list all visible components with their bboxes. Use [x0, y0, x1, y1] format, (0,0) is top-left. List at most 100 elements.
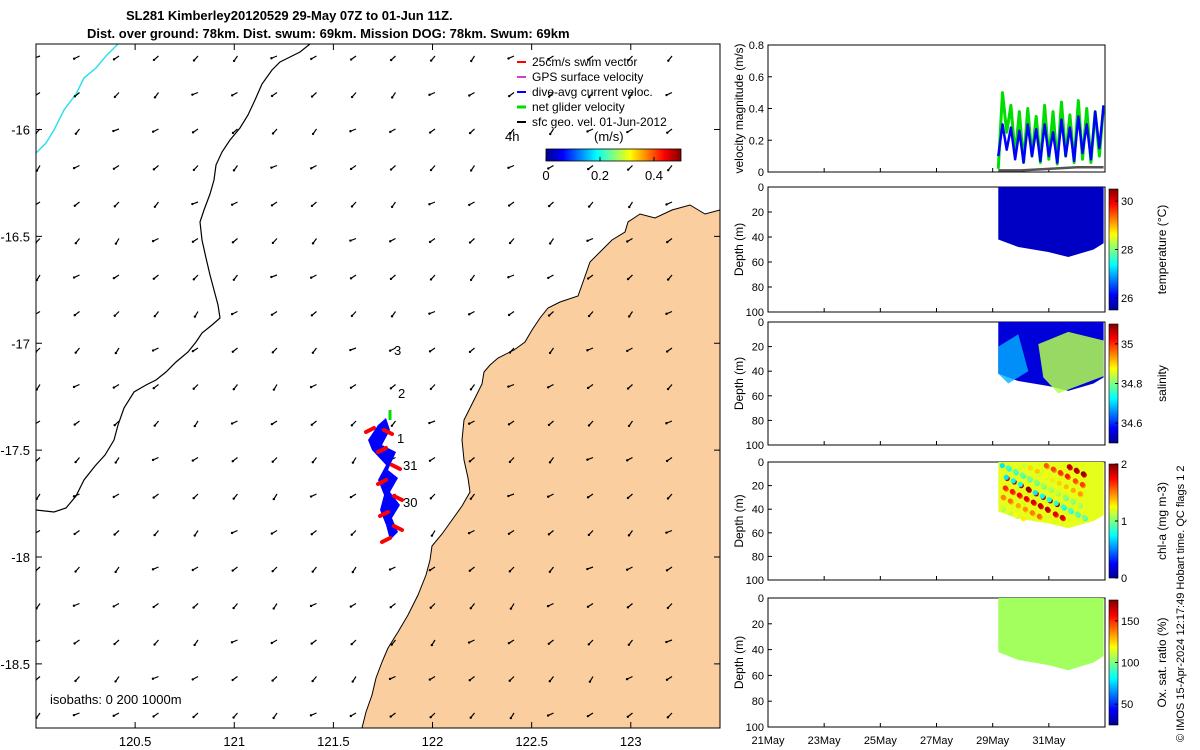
- surface-velocity-arrow-head: [152, 58, 156, 62]
- surface-velocity-arrow-head: [270, 204, 274, 207]
- surface-velocity-arrow-head: [151, 349, 155, 352]
- surface-velocity-arrow-head: [468, 350, 472, 354]
- surface-velocity-arrow-head: [389, 715, 392, 718]
- surface-velocity-arrow-head: [665, 640, 668, 644]
- time-tick-label: 21May: [751, 735, 785, 747]
- panel-colorbar-tick-label: 26: [1121, 293, 1133, 305]
- depth-tick-label: 100: [746, 440, 764, 452]
- surface-velocity-arrow-head: [468, 313, 471, 316]
- surface-velocity-arrow-head: [509, 607, 513, 610]
- chl-sample-dot: [1007, 498, 1013, 504]
- surface-velocity-arrow-head: [152, 715, 155, 718]
- surface-velocity-arrow-head: [113, 314, 116, 317]
- surface-velocity-arrow-head: [152, 605, 155, 609]
- surface-velocity-arrow-head: [470, 59, 473, 63]
- chl-sample-dot: [1006, 508, 1012, 515]
- depth-tick-label: 0: [758, 182, 764, 194]
- panel-4: Depth (m) 0 20 40 60 80 100 50 100 150 Ox. sat. ra…: [732, 593, 1169, 734]
- surface-velocity-arrow-head: [666, 131, 669, 134]
- surface-velocity-arrow-head: [508, 241, 512, 245]
- lat-tick-label: -17: [11, 336, 30, 351]
- velocity-ytick-label: 0.4: [749, 104, 764, 116]
- surface-velocity-arrow-head: [389, 605, 392, 609]
- depth-tick-label: 60: [752, 528, 764, 540]
- surface-velocity-arrow-head: [429, 278, 433, 281]
- surface-velocity-arrow-head: [586, 386, 590, 390]
- surface-velocity-arrow-head: [428, 678, 432, 681]
- surface-velocity-arrow-head: [232, 497, 235, 500]
- track-label-day31: 31: [403, 458, 417, 473]
- surface-velocity-arrow-head: [153, 533, 156, 537]
- surface-velocity-arrow-head: [626, 130, 629, 134]
- surface-velocity-arrow-head: [36, 278, 39, 282]
- lon-tick-label: 122.5: [515, 734, 548, 749]
- surface-velocity-arrow-head: [113, 95, 117, 99]
- chl-sample-dot: [1027, 465, 1033, 471]
- depth-tick-label: 80: [752, 415, 764, 427]
- velocity-ytick-label: 0.8: [749, 40, 764, 52]
- lon-tick-label: 123: [620, 734, 642, 749]
- surface-velocity-arrow-head: [73, 204, 77, 207]
- colorbar-gradient: [545, 148, 682, 162]
- surface-velocity-arrow-head: [626, 459, 629, 462]
- surface-velocity-arrow-head: [667, 59, 670, 62]
- chl-sample-dot: [1046, 497, 1052, 503]
- surface-velocity-arrow-head: [586, 277, 590, 280]
- surface-velocity-arrow-head: [586, 349, 589, 352]
- surface-velocity-arrow-head: [271, 679, 274, 682]
- chl-sample-dot: [1023, 495, 1029, 502]
- surface-velocity-arrow-head: [311, 132, 315, 136]
- depth-tick-label: 100: [746, 307, 764, 319]
- chl-sample-dot: [1037, 503, 1043, 509]
- time-tick-label: 25May: [864, 735, 898, 747]
- surface-velocity-arrow-head: [310, 314, 314, 317]
- chl-sample-dot: [1042, 473, 1048, 479]
- surface-velocity-arrow-head: [626, 277, 630, 281]
- surface-velocity-arrow-head: [113, 533, 116, 536]
- swim-vector-segment: [376, 478, 388, 486]
- panel-colorbar-label: salinity: [1155, 365, 1169, 402]
- panel-ylabel: Depth (m): [732, 223, 746, 276]
- surface-velocity-arrow-head: [151, 677, 155, 680]
- depth-tick-label: 20: [752, 207, 764, 219]
- surface-velocity-arrow-head: [351, 461, 355, 464]
- chl-sample-dot: [1070, 487, 1076, 493]
- surface-velocity-arrow-head: [192, 59, 196, 62]
- surface-velocity-arrow-head: [191, 240, 195, 243]
- surface-velocity-arrow-head: [74, 679, 77, 683]
- surface-velocity-arrow-head: [232, 716, 235, 719]
- surface-velocity-arrow-head: [430, 534, 434, 537]
- surface-velocity-arrow-head: [309, 276, 313, 279]
- depth-tick-label: 60: [752, 391, 764, 403]
- map-axis-ticks: 120.5 121 121.5 122 122.5 123-16-16.5-17-17.5…: [0, 44, 720, 749]
- surface-velocity-arrow-head: [547, 642, 551, 645]
- map-legend: 25cm/s swim vector GPS surface velocity …: [517, 55, 667, 129]
- surface-velocity-arrow: [36, 420, 41, 425]
- surface-velocity-arrow-head: [665, 569, 669, 572]
- surface-velocity-arrow-head: [272, 497, 276, 501]
- surface-velocity-arrow-head: [193, 643, 196, 647]
- surface-velocity-arrow-head: [548, 461, 552, 464]
- surface-velocity-arrow-head: [191, 93, 194, 96]
- surface-velocity-arrow-head: [428, 459, 432, 462]
- surface-velocity-arrow-head: [586, 458, 589, 461]
- chl-sample-dot: [1016, 492, 1022, 498]
- colorbar-unit-label: (m/s): [594, 129, 624, 144]
- surface-velocity-arrow-head: [627, 59, 630, 62]
- lat-tick-label: -18: [11, 550, 30, 565]
- surface-velocity-arrow: [36, 91, 41, 96]
- surface-velocity-arrow-head: [468, 569, 472, 572]
- surface-velocity-arrow-head: [151, 130, 155, 133]
- chl-sample-dot: [1067, 507, 1073, 513]
- surface-velocity-arrow-head: [508, 570, 512, 573]
- depth-tick-label: 80: [752, 282, 764, 294]
- panel-colorbar-label: chl-a (mg m-3): [1155, 482, 1169, 560]
- depth-tick-label: 60: [752, 257, 764, 269]
- surface-velocity-arrow-head: [390, 96, 394, 99]
- surface-velocity-arrow-head: [547, 95, 551, 98]
- panel-2: Depth (m) 0 20 40 60 80 100 34.6 34.8 35 salinity: [732, 317, 1169, 452]
- credit-text: © IMOS 15-Apr-2024 12:17:49 Hobart time.…: [1175, 465, 1187, 742]
- surface-velocity-arrow-head: [390, 424, 394, 427]
- surface-velocity-arrow-head: [74, 242, 78, 245]
- surface-velocity-arrow-head: [311, 461, 315, 464]
